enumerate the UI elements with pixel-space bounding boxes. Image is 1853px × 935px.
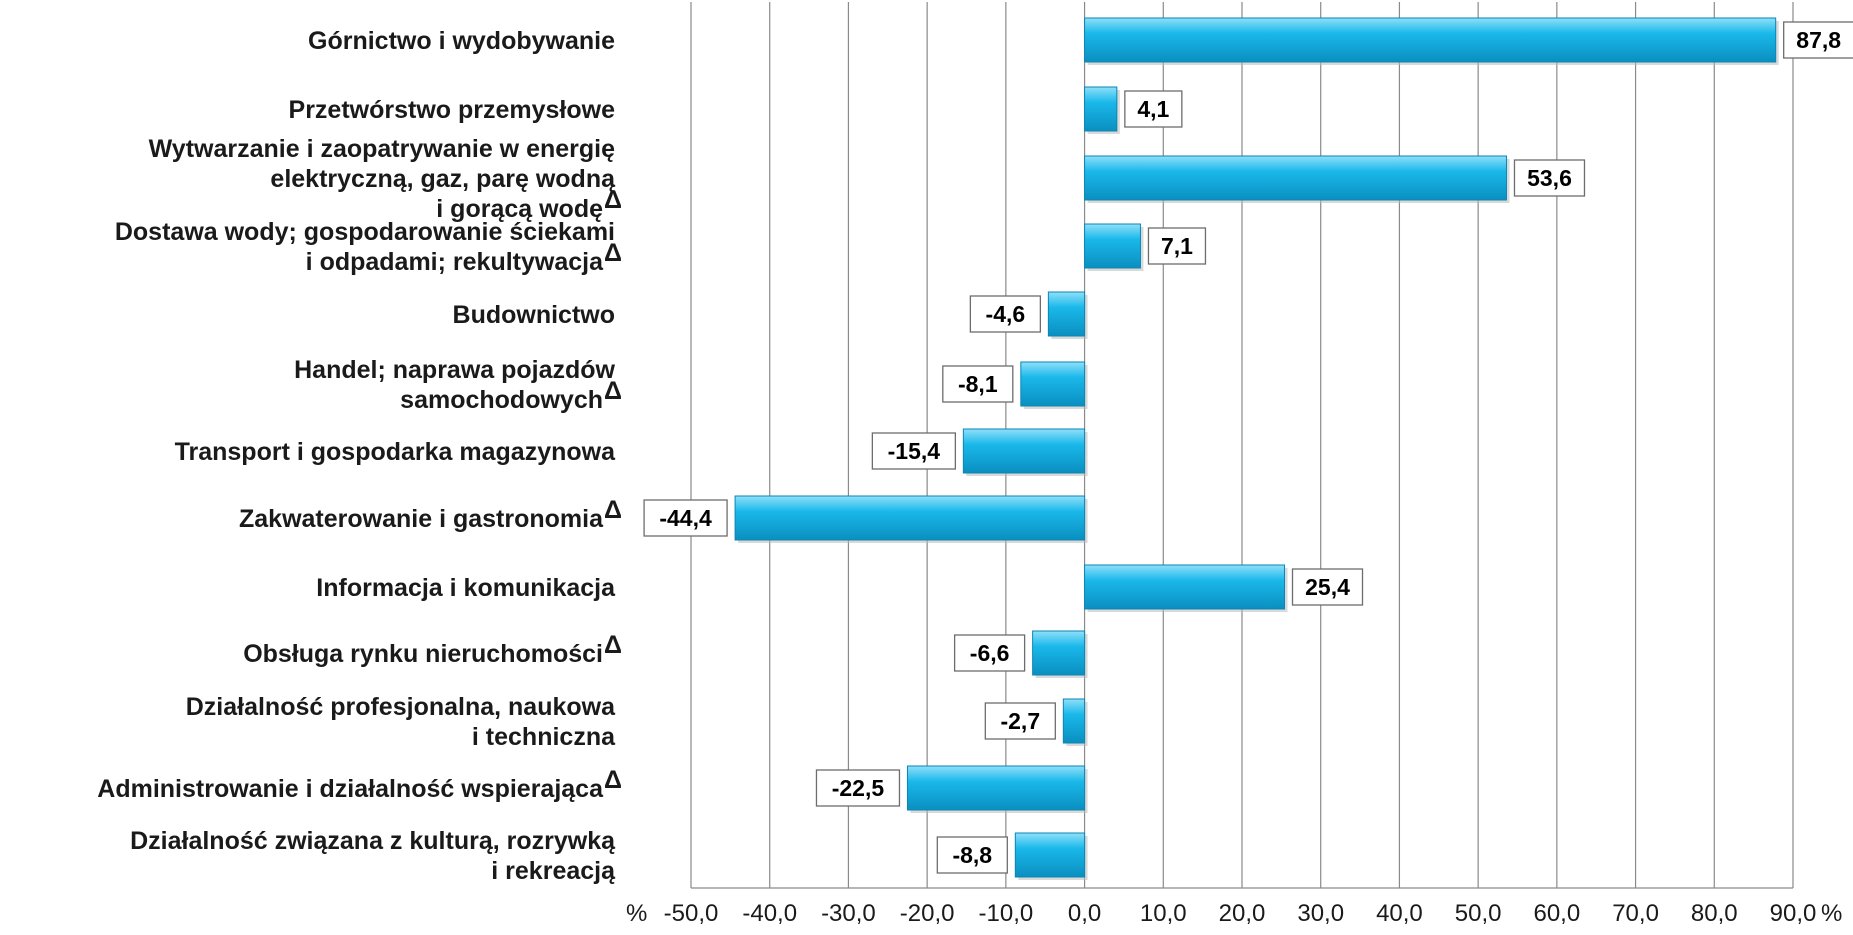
category-label: Obsługa rynku nieruchomości <box>243 640 603 668</box>
x-tick-label: 70,0 <box>1612 900 1659 927</box>
bar <box>1020 361 1086 407</box>
category-label: Dostawa wody; gospodarowanie ściekami <box>115 218 615 246</box>
category-labels: Górnictwo i wydobywanie Przetwórstwo prze… <box>97 27 622 885</box>
x-tick-label: 80,0 <box>1691 900 1738 927</box>
value-label-box <box>1513 159 1586 197</box>
value-label: 4,1 <box>1137 96 1169 122</box>
x-tick-label: -20,0 <box>900 900 955 927</box>
bar <box>1032 630 1086 676</box>
value-label-box <box>643 499 728 537</box>
gridlines <box>690 2 1794 889</box>
category-label: Handel; naprawa pojazdów <box>294 356 615 384</box>
value-label: -4,6 <box>986 301 1026 327</box>
value-label-box <box>984 702 1056 740</box>
category-label: elektryczną, gaz, parę wodną <box>270 165 616 193</box>
value-label-box <box>936 836 1008 874</box>
category-label: Wytwarzanie i zaopatrywanie w energię <box>149 135 615 163</box>
value-label: -44,4 <box>659 505 712 531</box>
bars-group <box>734 17 1779 880</box>
x-tick-label: 90,0 <box>1770 900 1817 927</box>
x-tick-label: 0,0 <box>1068 900 1101 927</box>
value-label-box <box>942 365 1014 403</box>
bar <box>734 495 1086 541</box>
value-label-box <box>1783 21 1853 59</box>
category-label: i gorącą wodę <box>436 195 603 223</box>
value-labels: 87,8 4,1 53,6 7,1 -4,6 -8,1 -15,4 -44,4 25,4 -6,6… <box>643 21 1853 874</box>
x-tick-label: -10,0 <box>979 900 1034 927</box>
category-label: Działalność profesjonalna, naukowa <box>186 693 616 721</box>
category-footnote-mark: Δ <box>604 239 622 267</box>
value-label: -8,1 <box>958 371 998 397</box>
x-tick-label: -40,0 <box>742 900 797 927</box>
value-label-box <box>1124 90 1183 128</box>
category-footnote-mark: Δ <box>604 496 622 524</box>
x-unit-right: % <box>1821 900 1842 927</box>
category-label: Informacja i komunikacja <box>316 574 616 602</box>
bar <box>1084 155 1507 201</box>
value-label-box <box>953 634 1026 672</box>
category-label: Górnictwo i wydobywanie <box>308 27 615 55</box>
category-label: Działalność związana z kulturą, rozrywką <box>130 827 616 855</box>
category-footnote-mark: Δ <box>604 186 622 214</box>
category-label: Budownictwo <box>453 301 615 329</box>
category-footnote-mark: Δ <box>604 377 622 405</box>
value-label: -6,6 <box>970 640 1010 666</box>
bar <box>1047 291 1086 337</box>
bar <box>962 428 1086 474</box>
value-label: 53,6 <box>1527 165 1572 191</box>
x-tick-label: 40,0 <box>1376 900 1423 927</box>
x-tick-label: 10,0 <box>1140 900 1187 927</box>
bar <box>1084 86 1118 132</box>
bar <box>906 765 1086 811</box>
value-label-box <box>969 295 1042 333</box>
x-tick-label: 30,0 <box>1297 900 1344 927</box>
bar <box>1014 832 1086 878</box>
x-tick-label: 50,0 <box>1455 900 1502 927</box>
category-label: Administrowanie i działalność wspierając… <box>97 775 604 803</box>
value-label-box <box>871 432 957 470</box>
value-label: 7,1 <box>1161 233 1193 259</box>
bar <box>1062 698 1086 744</box>
x-tick-label: -30,0 <box>821 900 876 927</box>
value-label-box <box>1147 227 1207 265</box>
value-label: -15,4 <box>888 438 941 464</box>
value-label-box <box>1291 568 1364 606</box>
value-label: 25,4 <box>1305 574 1350 600</box>
category-label: samochodowych <box>400 386 603 414</box>
category-label: Transport i gospodarka magazynowa <box>175 438 616 466</box>
bar <box>1084 223 1141 269</box>
x-tick-label: 20,0 <box>1219 900 1266 927</box>
value-label: -22,5 <box>832 775 885 801</box>
category-label: i odpadami; rekultywacja <box>306 248 604 276</box>
category-label: Zakwaterowanie i gastronomia <box>239 505 604 533</box>
value-label-box <box>815 769 901 807</box>
category-label: Przetwórstwo przemysłowe <box>289 96 616 124</box>
x-tick-label: -50,0 <box>664 900 719 927</box>
x-axis-tick-labels: -50,0 -40,0 -30,0 -20,0 -10,0 0,0 10,0 20,0 30,0… <box>626 900 1842 927</box>
value-label: -8,8 <box>952 842 992 868</box>
category-footnote-mark: Δ <box>604 766 622 794</box>
value-label: 87,8 <box>1796 27 1841 53</box>
x-unit-left: % <box>626 900 647 927</box>
category-label: i techniczna <box>472 723 616 751</box>
x-tick-label: 60,0 <box>1533 900 1580 927</box>
value-label: -2,7 <box>1000 708 1040 734</box>
category-footnote-mark: Δ <box>604 631 622 659</box>
bar <box>1084 564 1286 610</box>
bar <box>1084 17 1777 63</box>
category-label: i rekreacją <box>491 857 616 885</box>
